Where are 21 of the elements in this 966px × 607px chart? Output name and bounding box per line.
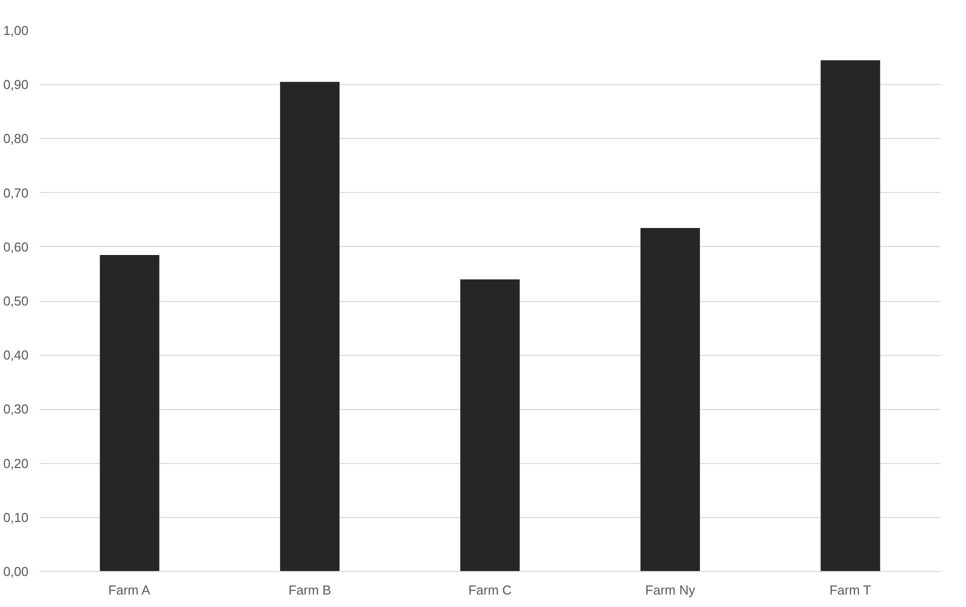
bar [460,279,520,572]
y-tick-label: 0,90 [3,77,29,92]
y-tick-label: 0,10 [3,510,29,525]
bar [100,255,160,572]
y-tick-label: 0,40 [3,348,29,363]
y-tick-label: 0,50 [3,294,29,308]
y-tick-label: 0,60 [3,239,29,254]
y-tick-label: 0,20 [3,456,29,471]
bar [280,82,340,572]
bar [640,228,700,572]
x-tick-label: Farm T [829,582,872,598]
x-tick-label: Farm B [288,582,332,598]
x-tick-label: Farm C [468,582,512,598]
y-tick-label: 0,30 [3,402,29,417]
y-tick-label: 0,00 [3,564,29,579]
y-tick-label: 0,70 [3,185,29,200]
y-tick-label: 0,80 [3,131,29,146]
y-tick-label: 1,00 [3,23,29,38]
x-tick-label: Farm Ny [645,582,696,598]
bar [820,60,880,572]
x-tick-label: Farm A [108,582,151,598]
